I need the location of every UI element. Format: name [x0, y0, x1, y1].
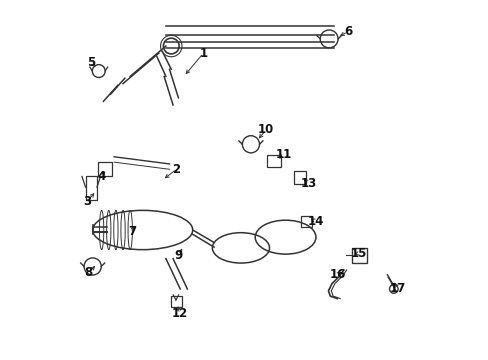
Text: 4: 4: [97, 170, 105, 183]
Bar: [351, 248, 366, 263]
Bar: [293, 171, 305, 184]
Text: 1: 1: [199, 47, 207, 60]
Text: 14: 14: [307, 215, 324, 228]
Text: 16: 16: [328, 268, 345, 281]
Text: 9: 9: [174, 248, 182, 261]
Text: 8: 8: [84, 266, 92, 279]
Text: 13: 13: [300, 177, 316, 190]
Bar: [300, 216, 312, 227]
Text: 17: 17: [389, 283, 406, 296]
Text: 12: 12: [171, 307, 187, 320]
Bar: [171, 296, 182, 307]
Text: 15: 15: [350, 247, 366, 260]
Bar: [85, 176, 97, 200]
Text: 7: 7: [128, 225, 136, 238]
Text: 11: 11: [275, 148, 291, 162]
Bar: [266, 155, 281, 167]
Bar: [98, 162, 111, 176]
Text: 10: 10: [257, 123, 273, 136]
Text: 5: 5: [87, 55, 96, 69]
Text: 2: 2: [172, 163, 181, 176]
Text: 3: 3: [83, 195, 91, 208]
Text: 6: 6: [343, 25, 351, 38]
